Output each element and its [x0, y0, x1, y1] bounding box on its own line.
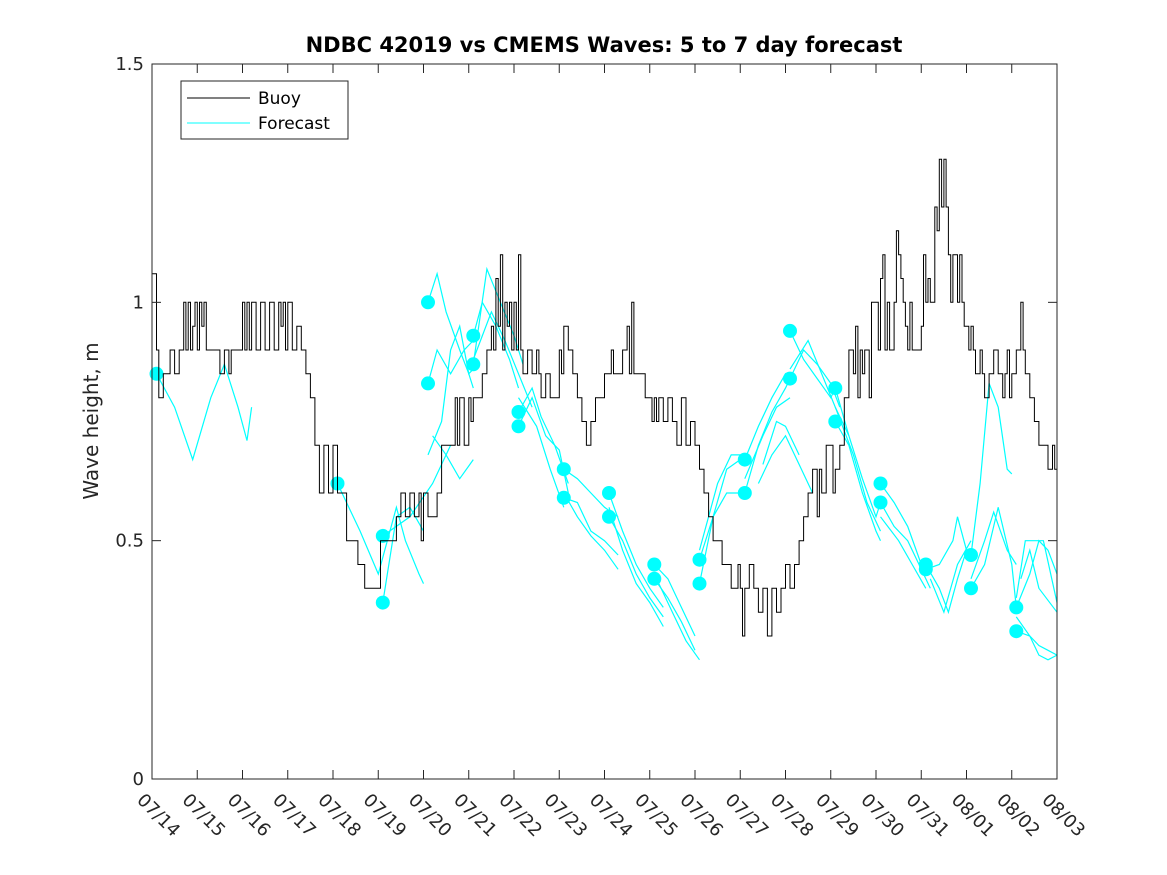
forecast-line-30: [762, 420, 800, 465]
y-tick-label-1: 0.5: [115, 531, 144, 552]
forecast-line-45: [970, 510, 1017, 580]
chart-title: NDBC 42019 vs CMEMS Waves: 5 to 7 day fo…: [306, 33, 903, 57]
forecast-line-20: [653, 564, 696, 637]
forecast-marker-31: [1009, 624, 1024, 639]
forecast-line-31: [789, 330, 836, 399]
y-axis-label: Wave height, m: [79, 342, 103, 499]
y-tick-label-3: 1.5: [115, 54, 144, 75]
forecast-line-19: [608, 507, 664, 627]
forecast-marker-3: [375, 595, 390, 610]
forecast-marker-25: [873, 495, 888, 510]
forecast-marker-20: [783, 323, 797, 338]
forecast-marker-5: [421, 376, 435, 391]
forecast-line-28: [744, 397, 791, 479]
y-tick-label-0: 0: [133, 769, 144, 790]
forecast-line-11: [517, 386, 569, 484]
forecast-line-13: [517, 397, 565, 508]
forecast-marker-7: [466, 357, 481, 372]
forecast-marker-24: [873, 476, 888, 491]
forecast-marker-14: [647, 557, 662, 572]
forecast-marker-15: [647, 571, 662, 586]
forecast-marker-30: [1009, 600, 1024, 615]
forecast-marker-11: [556, 490, 571, 505]
legend: Buoy Forecast: [180, 80, 349, 140]
forecast-line-50: [1020, 547, 1058, 613]
legend-forecast-label: Forecast: [258, 114, 330, 134]
forecast-marker-0: [149, 366, 164, 381]
forecast-marker-12: [602, 486, 616, 500]
forecast-line-0: [155, 362, 253, 462]
forecast-marker-23: [828, 414, 843, 429]
forecast-line-47: [1016, 630, 1058, 656]
forecast-marker-2: [375, 528, 390, 543]
plot-area: [152, 64, 1057, 779]
forecast-line-42: [929, 540, 972, 615]
buoy-line: [152, 158, 1058, 637]
forecast-marker-27: [918, 562, 933, 577]
forecast-line-48: [1015, 616, 1058, 661]
forecast-line-39: [880, 516, 927, 589]
forecast-marker-16: [692, 552, 707, 567]
forecast-marker-8: [511, 405, 526, 419]
forecast-line-16: [563, 492, 619, 570]
forecast-line-18: [608, 516, 664, 618]
forecast-marker-6: [466, 328, 481, 343]
forecast-line-15: [563, 497, 619, 556]
forecast-marker-29: [964, 581, 978, 596]
forecast-marker-9: [511, 419, 526, 434]
forecast-line-6: [427, 324, 474, 456]
legend-box: [180, 80, 349, 140]
forecast-marker-19: [737, 486, 752, 500]
y-tick-label-2: 1: [133, 292, 144, 313]
forecast-line-5: [427, 340, 474, 384]
buoy-series: [152, 158, 1058, 637]
forecast-line-4: [427, 271, 474, 389]
forecast-line-22: [653, 573, 700, 661]
forecast-marker-10: [556, 462, 571, 477]
forecast-marker-22: [828, 381, 843, 396]
forecast-marker-13: [602, 509, 616, 524]
forecast-marker-4: [421, 295, 435, 310]
forecast-marker-28: [964, 548, 978, 562]
forecast-marker-21: [783, 371, 797, 386]
forecast-line-44: [970, 507, 1017, 608]
forecast-marker-18: [737, 452, 752, 467]
forecast-line-43: [970, 383, 1013, 556]
forecast-marker-17: [692, 576, 707, 591]
forecast-line-27: [744, 378, 791, 494]
forecast-line-17: [608, 492, 664, 608]
forecast-line-49: [1015, 540, 1058, 603]
forecast-line-7: [432, 435, 474, 480]
legend-buoy-label: Buoy: [258, 89, 301, 109]
forecast-line-29: [757, 434, 814, 494]
forecast-line-1: [336, 483, 425, 584]
forecast-line-2: [382, 506, 425, 603]
